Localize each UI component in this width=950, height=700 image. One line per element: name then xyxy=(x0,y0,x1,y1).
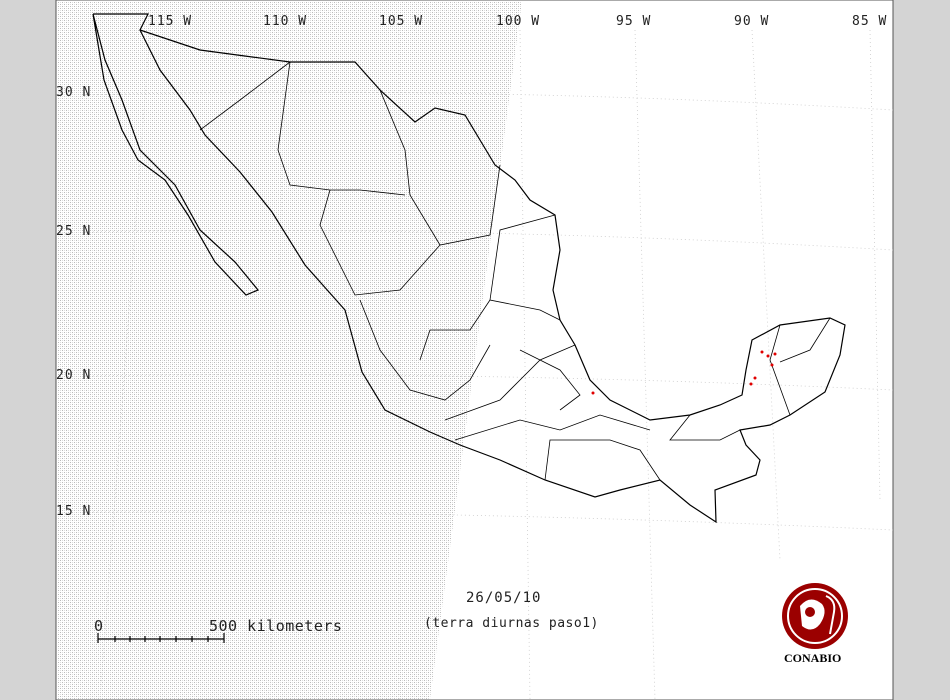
lon-label-100w: 100 W xyxy=(496,14,541,29)
conabio-logo xyxy=(782,583,848,649)
lat-label-20n: 20 N xyxy=(56,368,92,383)
graticule xyxy=(84,29,894,700)
lon-label-90w: 90 W xyxy=(734,14,770,29)
state-boundaries xyxy=(199,61,831,481)
lon-label-115w: 115 W xyxy=(148,14,193,29)
lat-label-15n: 15 N xyxy=(56,504,92,519)
map-date: 26/05/10 xyxy=(466,590,542,606)
lon-label-85w: 85 W xyxy=(852,14,888,29)
lat-label-30n: 30 N xyxy=(56,85,92,100)
lat-label-25n: 25 N xyxy=(56,224,92,239)
scale-bar xyxy=(97,633,225,643)
lon-label-95w: 95 W xyxy=(616,14,652,29)
hatched-no-coverage-area xyxy=(57,1,522,699)
fire-hotspots xyxy=(591,350,777,395)
lon-label-110w: 110 W xyxy=(263,14,308,29)
lon-label-105w: 105 W xyxy=(379,14,424,29)
map-subtitle: (terra diurnas paso1) xyxy=(424,616,599,631)
scale-end-label: 500 kilometers xyxy=(209,617,343,635)
scale-start-label: 0 xyxy=(94,617,105,635)
conabio-logo-text: CONABIO xyxy=(784,651,842,665)
country-outline-mexico xyxy=(92,13,846,524)
